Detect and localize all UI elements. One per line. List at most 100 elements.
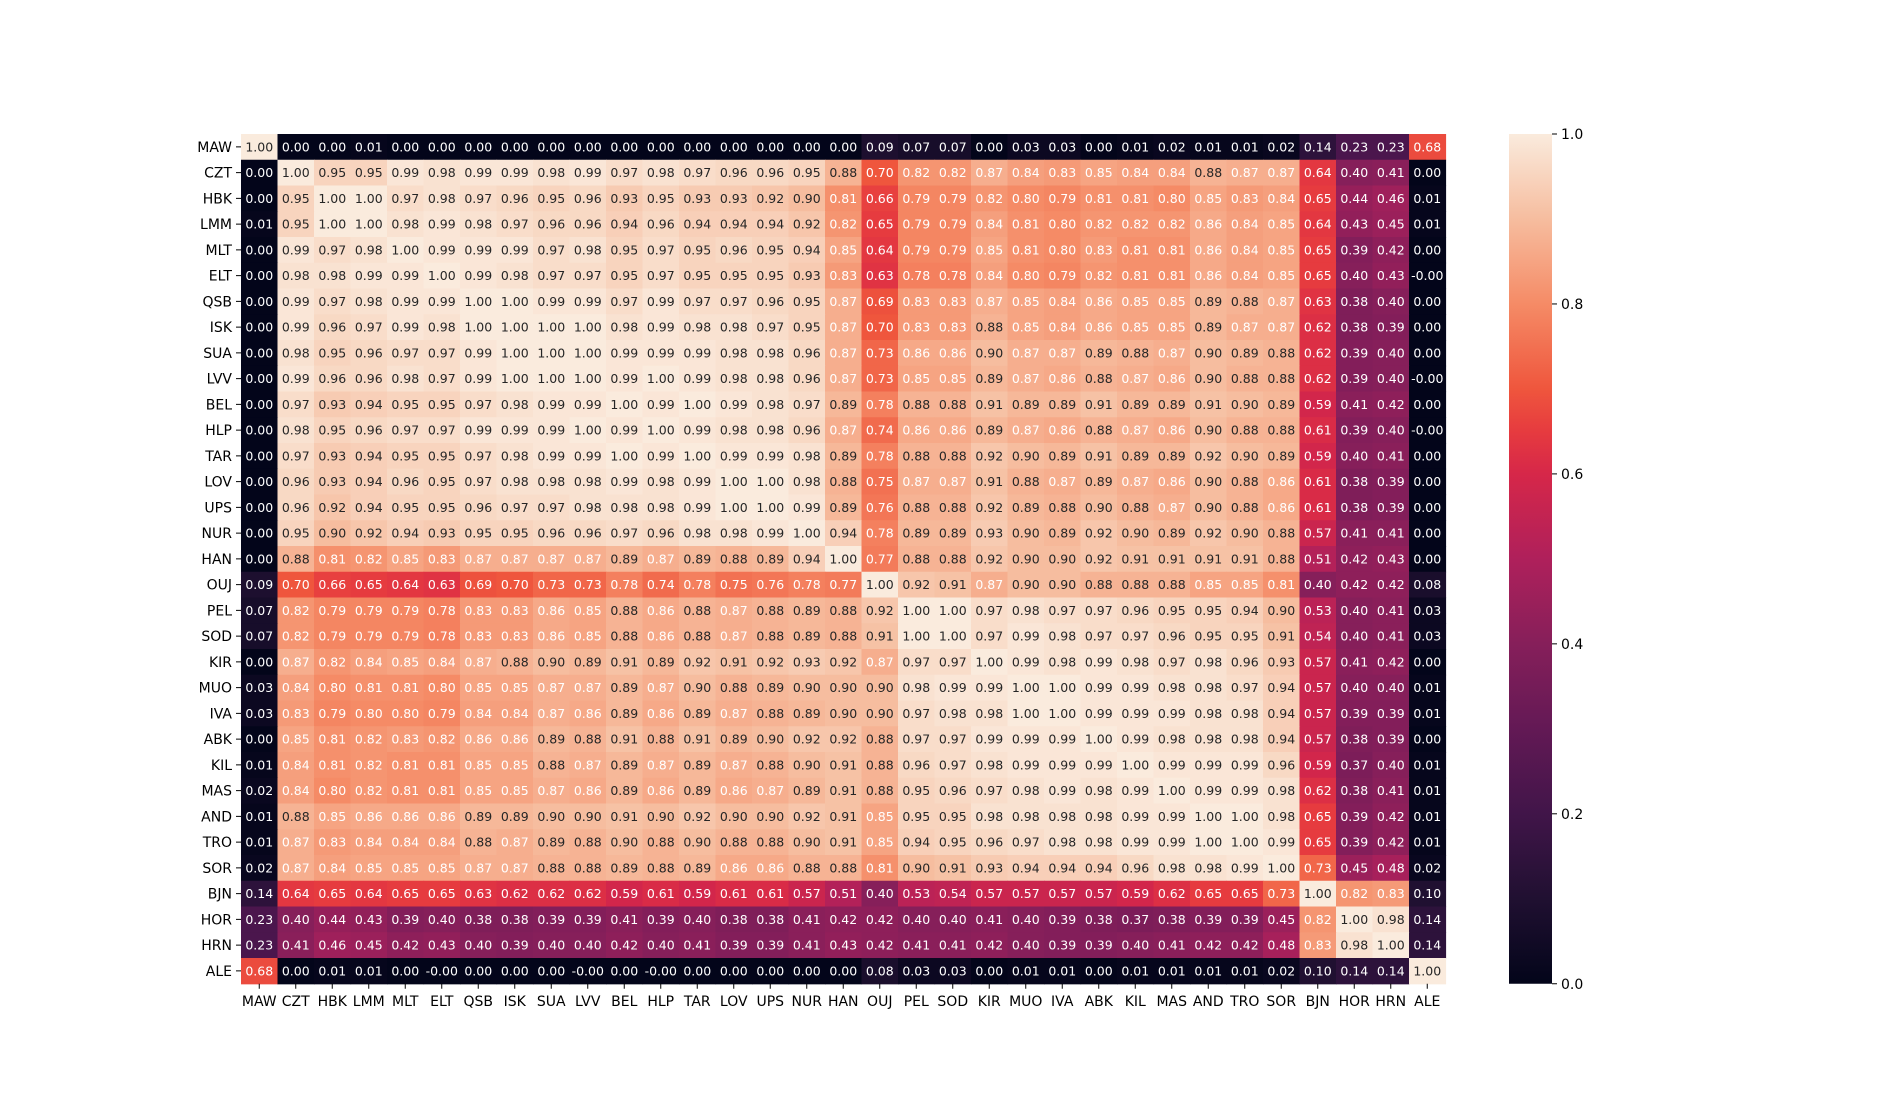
cell-value-label: 0.07 [902, 139, 930, 154]
cell-value-label: 0.88 [756, 835, 784, 850]
cell-value-label: 0.85 [282, 732, 310, 747]
heatmap-cell [752, 365, 790, 393]
cell-value-label: 0.01 [1413, 783, 1441, 798]
heatmap-cell [1336, 417, 1374, 444]
heatmap-cell [971, 262, 1009, 290]
heatmap-cell [569, 365, 607, 393]
heatmap-cell [1299, 340, 1337, 367]
cell-value-label: 0.95 [610, 242, 638, 257]
cell-value-label: 0.90 [1267, 603, 1295, 618]
cell-value-label: 0.95 [428, 474, 456, 489]
cell-value-label: 0.83 [391, 732, 419, 747]
cell-value-label: 0.54 [939, 886, 967, 901]
heatmap-cell [1409, 211, 1447, 238]
cell-value-label: 0.88 [756, 757, 784, 772]
cell-value-label: 0.00 [793, 963, 821, 978]
cell-value-label: 0.88 [1194, 165, 1222, 180]
heatmap-cell [1080, 365, 1118, 393]
cell-value-label: 0.90 [647, 809, 675, 824]
cell-value-label: 0.97 [318, 294, 346, 309]
cell-value-label: 1.00 [1012, 680, 1040, 695]
heatmap-cell [971, 417, 1009, 444]
cell-value-label: 0.41 [1340, 526, 1368, 541]
heatmap-cell [642, 288, 680, 315]
heatmap-cell [1372, 314, 1410, 341]
heatmap-cell [460, 468, 498, 496]
heatmap-cell [277, 159, 315, 187]
cell-value-label: 0.93 [428, 526, 456, 541]
heatmap-cell [277, 185, 315, 212]
cell-value-label: 0.86 [391, 809, 419, 824]
heatmap-cell [533, 262, 571, 290]
heatmap-cell [423, 494, 461, 521]
cell-value-label: 1.00 [1048, 706, 1076, 721]
cell-value-label: 0.86 [464, 732, 492, 747]
cell-value-label: 0.88 [610, 603, 638, 618]
heatmap-cell [241, 288, 279, 315]
cell-value-label: 0.88 [829, 629, 857, 644]
cell-value-label: 0.89 [574, 654, 602, 669]
heatmap-cell [825, 417, 863, 444]
cell-value-label: 0.43 [355, 912, 383, 927]
cell-value-label: 0.99 [1158, 706, 1186, 721]
cell-value-label: 0.90 [793, 680, 821, 695]
cell-value-label: 0.00 [1413, 654, 1441, 669]
cell-value-label: 0.89 [1048, 526, 1076, 541]
y-tick-label: TRO [202, 835, 232, 851]
cell-value-label: 0.85 [902, 371, 930, 386]
heatmap-cell [752, 314, 790, 341]
cell-value-label: 0.85 [866, 835, 894, 850]
cell-value-label: 0.88 [1085, 371, 1113, 386]
heatmap-cell [1117, 159, 1155, 187]
cell-value-label: 0.81 [428, 783, 456, 798]
cell-value-label: 0.53 [1304, 603, 1332, 618]
y-tick-label: MUO [199, 681, 232, 697]
cell-value-label: 1.00 [975, 654, 1003, 669]
colorbar-tick-label: 0.0 [1561, 977, 1583, 993]
heatmap-cell [934, 391, 972, 418]
cell-value-label: 0.98 [1158, 860, 1186, 875]
cell-value-label: 0.00 [1413, 448, 1441, 463]
cell-value-label: 0.88 [1267, 423, 1295, 438]
cell-value-label: 0.41 [282, 938, 310, 953]
cell-value-label: 1.00 [574, 371, 602, 386]
cell-value-label: 0.98 [1048, 835, 1076, 850]
heatmap-cell [1226, 468, 1264, 496]
cell-value-label: 0.62 [574, 886, 602, 901]
cell-value-label: 0.01 [355, 963, 383, 978]
cell-value-label: 0.69 [866, 294, 894, 309]
cell-value-label: 0.79 [902, 217, 930, 232]
y-tick-label: IVA [210, 706, 233, 722]
x-tick-label: KIR [978, 994, 1001, 1010]
heatmap-cell [1117, 443, 1155, 470]
heatmap-cell [1372, 211, 1410, 238]
cell-value-label: 0.97 [428, 423, 456, 438]
cell-value-label: 0.54 [1304, 629, 1332, 644]
heatmap-cell [241, 262, 279, 290]
cell-value-label: 0.86 [1194, 268, 1222, 283]
cell-value-label: 0.89 [829, 448, 857, 463]
heatmap-cell [423, 391, 461, 418]
heatmap-cell [496, 494, 534, 521]
heatmap-cell [825, 365, 863, 393]
heatmap-cell [387, 134, 425, 161]
cell-value-label: 0.98 [756, 397, 784, 412]
y-tick-label: HBK [203, 191, 233, 207]
cell-value-label: 0.45 [1377, 217, 1405, 232]
heatmap-cell [1372, 365, 1410, 393]
cell-value-label: 0.77 [866, 551, 894, 566]
cell-value-label: 1.00 [902, 603, 930, 618]
cell-value-label: 0.98 [574, 242, 602, 257]
heatmap-cell [1372, 391, 1410, 418]
cell-value-label: 0.85 [1085, 165, 1113, 180]
cell-value-label: 1.00 [355, 191, 383, 206]
cell-value-label: 0.00 [245, 526, 273, 541]
y-tick-label: PEL [207, 603, 232, 619]
cell-value-label: 0.65 [1304, 268, 1332, 283]
heatmap-cell [715, 417, 753, 444]
cell-value-label: 0.88 [574, 732, 602, 747]
cell-value-label: 0.40 [1377, 345, 1405, 360]
cell-value-label: 0.89 [1267, 397, 1295, 412]
cell-value-label: -0.00 [1411, 268, 1443, 283]
cell-value-label: 1.00 [1048, 680, 1076, 695]
